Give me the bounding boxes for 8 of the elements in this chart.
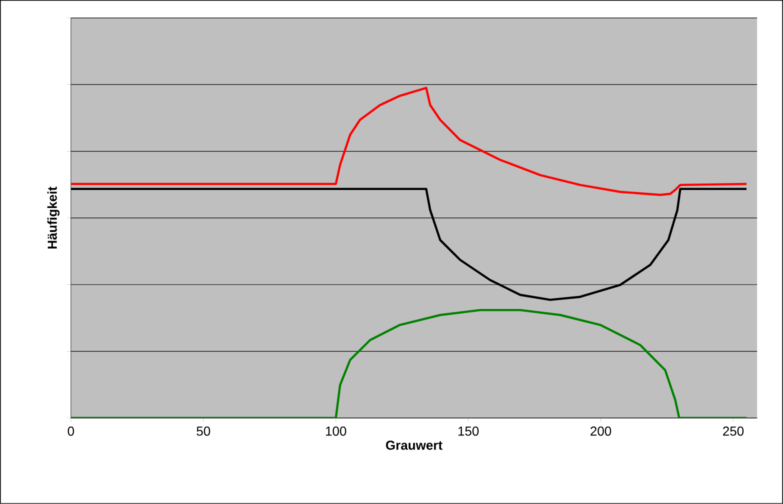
x-tick-label: 100 (326, 426, 346, 436)
x-tick-label: 0 (68, 426, 74, 436)
x-axis-title: Grauwert (386, 440, 442, 450)
x-tick-label: 250 (723, 426, 744, 436)
x-tick-label: 150 (458, 426, 479, 436)
x-tick-label: 200 (590, 426, 612, 436)
x-tick-label: 50 (196, 426, 210, 436)
y-axis-title: Häufigkeit (47, 186, 60, 249)
